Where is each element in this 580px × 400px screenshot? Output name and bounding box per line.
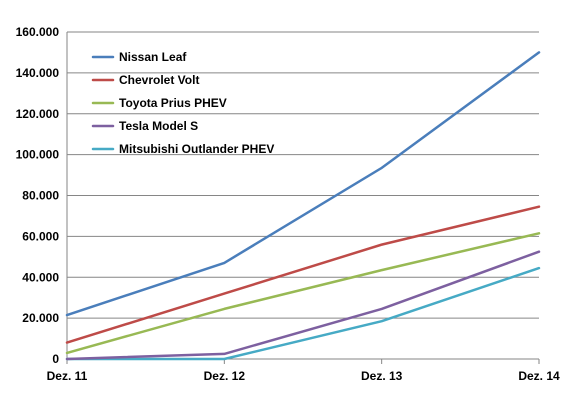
y-tick-label: 80.000 (22, 189, 59, 203)
y-tick-label: 0 (52, 352, 59, 366)
series-line-5 (65, 266, 541, 361)
y-tick-label: 120.000 (16, 107, 60, 121)
series-line-2 (65, 205, 541, 344)
x-tick-label: Dez. 14 (518, 369, 560, 383)
y-tick-label: 140.000 (16, 66, 60, 80)
legend-label: Nissan Leaf (119, 50, 187, 64)
series-line-3 (65, 232, 541, 355)
axes: 0 20.000 40.000 60.000 80.000 100.000 120.000 1… (16, 25, 560, 383)
grid (67, 31, 539, 319)
y-tick-label: 20.000 (22, 311, 59, 325)
series-lines (65, 51, 541, 361)
y-tick-label: 100.000 (16, 148, 60, 162)
y-tick-label: 160.000 (16, 25, 60, 39)
series-line-4 (65, 250, 541, 361)
x-tick-label: Dez. 13 (361, 369, 403, 383)
legend-label: Tesla Model S (119, 119, 198, 133)
legend: Nissan Leaf Chevrolet Volt Toyota Prius PH… (91, 50, 274, 156)
series-line-1 (65, 51, 541, 317)
y-tick-label: 40.000 (22, 270, 59, 284)
legend-label: Chevrolet Volt (119, 73, 199, 87)
x-tick-label: Dez. 11 (47, 369, 88, 383)
x-tick-label: Dez. 12 (204, 369, 246, 383)
legend-label: Toyota Prius PHEV (119, 96, 227, 110)
legend-label: Mitsubishi Outlander PHEV (119, 142, 274, 156)
y-tick-label: 60.000 (22, 229, 59, 243)
